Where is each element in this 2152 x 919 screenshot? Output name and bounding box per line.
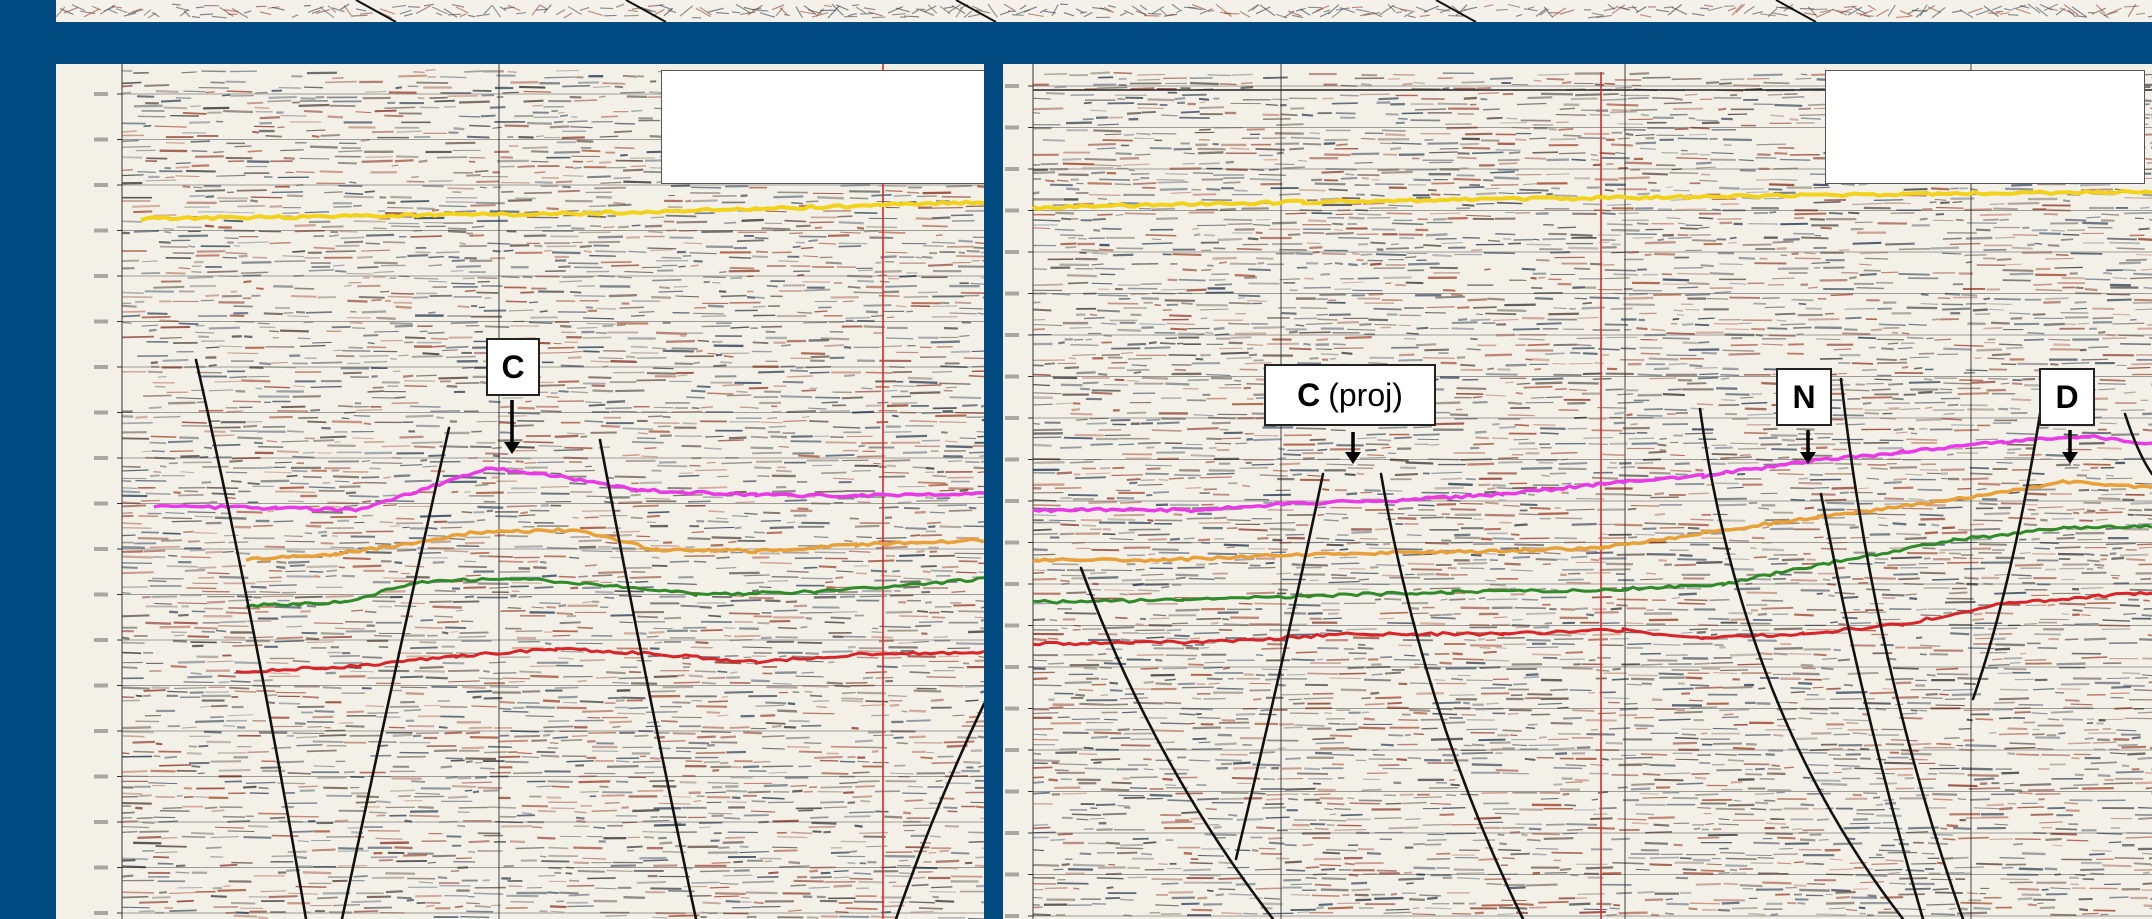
label-d-text: D [2055,378,2079,415]
right-seismic-image [1003,64,2152,919]
time-grid [1033,85,2152,917]
right-horizon-magenta [1032,434,2152,514]
seismic-reflectors [121,68,984,919]
right-seismic-section: C (proj) N D [1003,64,2152,919]
strip-fault-0 [355,0,397,22]
strip-fault-1 [625,0,667,22]
left-horizon-green [245,576,984,609]
left-horizon-magenta [153,466,984,513]
left-fault-2 [340,426,451,919]
right-fault-4 [1698,407,1905,919]
right-legend-box [1825,70,2145,184]
strip-fault-4 [1775,0,1817,22]
top-seismic-strip [56,0,2152,22]
left-seismic-section: C [56,64,984,919]
time-axis [1005,64,1034,919]
left-arrow-c [504,400,520,454]
left-fault-3 [598,438,698,919]
right-arrow-d [2062,430,2078,464]
right-horizon-orange [1032,479,2152,564]
right-fault-1 [1079,566,1275,919]
right-fault-8 [2123,412,2152,476]
time-grid [122,93,984,914]
label-d: D [2039,368,2095,426]
right-fault-6 [1839,377,1965,919]
label-n: N [1776,368,1832,426]
right-fault-2 [1234,472,1325,861]
right-fault-3 [1379,472,1525,919]
label-c-proj-suffix: (proj) [1328,376,1403,413]
right-arrow-c-proj [1345,432,1361,464]
left-horizon-red [235,646,984,674]
left-fault-4 [894,702,984,919]
label-c-proj: C (proj) [1264,364,1436,426]
right-arrow-n [1800,430,1816,464]
strip-fault-3 [1435,0,1477,22]
right-horizon-red [1032,590,2152,647]
time-axis [94,64,123,919]
left-seismic-image [56,64,984,919]
strip-fault-2 [955,0,997,22]
left-fault-1 [194,358,308,919]
label-n-text: N [1792,378,1816,415]
left-horizon-yellow [140,199,984,223]
right-horizon-yellow [1032,189,2152,212]
label-c-proj-text: C [1297,376,1321,413]
top-strip-texture [56,0,2152,22]
right-fault-7 [1971,400,2044,701]
left-horizon-orange [245,527,984,563]
right-fault-5 [1819,492,1925,919]
left-legend-box [661,70,984,184]
label-c-text: C [501,348,525,385]
right-horizon-green [1032,523,2152,605]
label-c: C [486,338,540,396]
